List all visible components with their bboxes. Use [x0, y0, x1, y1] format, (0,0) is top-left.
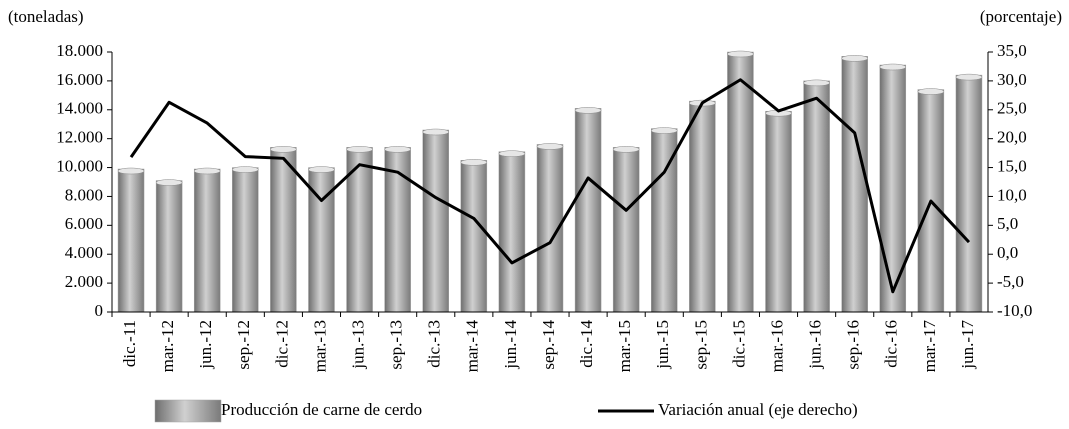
legend-swatch	[154, 399, 222, 423]
line-series	[129, 78, 971, 294]
x-tick-label: sep.-13	[387, 320, 406, 370]
x-tick-label: sep.-14	[539, 320, 558, 370]
bar-cap	[917, 88, 945, 95]
x-tick-label: mar.-16	[767, 320, 786, 372]
x-tick-label: jun.-14	[501, 320, 520, 370]
y2-axis-label: (porcentaje)	[980, 7, 1062, 26]
bar	[155, 180, 183, 313]
y2-tick-label: 20,0	[997, 128, 1027, 147]
legend-label: Variación anual (eje derecho)	[658, 400, 858, 419]
y2-tick-label: -5,0	[997, 272, 1024, 291]
bar-cap	[193, 167, 221, 175]
x-tick-label: mar.-12	[158, 320, 177, 372]
x-tick-label: jun.-12	[196, 320, 215, 370]
bar-cap	[651, 127, 678, 134]
bar	[765, 110, 792, 313]
bar	[232, 167, 259, 313]
bar-cap	[498, 150, 526, 157]
bar-cap	[346, 146, 373, 153]
x-tick-label: dic.-16	[882, 320, 901, 368]
bar-cap	[460, 159, 488, 166]
bar-cap	[612, 146, 640, 153]
x-tick-label: jun.-15	[653, 320, 672, 370]
x-tick-label: mar.-13	[310, 320, 329, 372]
y-tick-label: 12.000	[56, 128, 103, 147]
bar-cap	[536, 143, 564, 150]
x-tick-label: dic.-13	[425, 320, 444, 368]
bar-cap	[574, 107, 602, 114]
bar-cap	[232, 166, 259, 173]
y-tick-label: 4.000	[65, 243, 103, 262]
y-tick-label: 10.000	[56, 156, 103, 175]
bar-cap	[155, 179, 183, 186]
bar-cap	[727, 50, 754, 58]
bar-cap	[117, 167, 145, 175]
legend-label: Producción de carne de cerdo	[221, 400, 422, 419]
y2-tick-label: 25,0	[997, 99, 1027, 118]
y-tick-label: 8.000	[65, 185, 103, 204]
y2-tick-label: 5,0	[997, 214, 1018, 233]
x-tick-label: dic.-11	[120, 320, 139, 367]
bar	[727, 51, 754, 313]
bar	[879, 64, 907, 313]
y-axis-label: (toneladas)	[8, 7, 84, 26]
bar-cap	[308, 166, 335, 173]
bar	[803, 80, 830, 313]
x-tick-label: dic.-12	[272, 320, 291, 368]
y-tick-label: 0	[95, 301, 104, 320]
bar-cap	[955, 73, 983, 81]
y-tick-label: 14.000	[56, 99, 103, 118]
x-tick-label: sep.-15	[691, 320, 710, 370]
bar-cap	[384, 146, 411, 153]
y-tick-label: 2.000	[65, 272, 103, 291]
bar-cap	[879, 63, 907, 71]
x-tick-label: mar.-15	[615, 320, 634, 372]
bar-cap	[270, 146, 297, 153]
y2-tick-label: 15,0	[997, 156, 1027, 175]
bar	[955, 74, 983, 313]
y-tick-label: 6.000	[65, 214, 103, 233]
bar	[193, 168, 221, 313]
x-tick-label: dic.-14	[577, 320, 596, 368]
bar	[422, 129, 449, 313]
bar	[612, 147, 640, 313]
y-tick-label: 18.000	[56, 41, 103, 60]
x-tick-label: sep.-16	[844, 320, 863, 370]
bar	[117, 168, 145, 313]
x-tick-label: jun.-17	[958, 320, 977, 370]
y2-tick-label: 10,0	[997, 185, 1027, 204]
bar	[841, 56, 868, 313]
x-tick-label: jun.-13	[348, 320, 367, 370]
x-tick-label: dic.-15	[729, 320, 748, 368]
y2-tick-label: 35,0	[997, 41, 1027, 60]
bar	[498, 151, 526, 313]
y2-tick-label: 30,0	[997, 70, 1027, 89]
bar	[574, 108, 602, 313]
bar	[460, 160, 488, 313]
x-tick-label: jun.-16	[806, 320, 825, 370]
bar	[689, 100, 716, 313]
x-tick-label: sep.-12	[234, 320, 253, 370]
y2-tick-label: -10,0	[997, 301, 1032, 320]
y2-tick-label: 0,0	[997, 243, 1018, 262]
y-tick-label: 16.000	[56, 70, 103, 89]
x-tick-label: mar.-14	[463, 320, 482, 373]
bar-cap	[803, 79, 830, 87]
bar	[270, 147, 297, 313]
bar-cap	[841, 55, 868, 62]
x-tick-label: mar.-17	[920, 320, 939, 373]
bar-cap	[422, 128, 449, 136]
